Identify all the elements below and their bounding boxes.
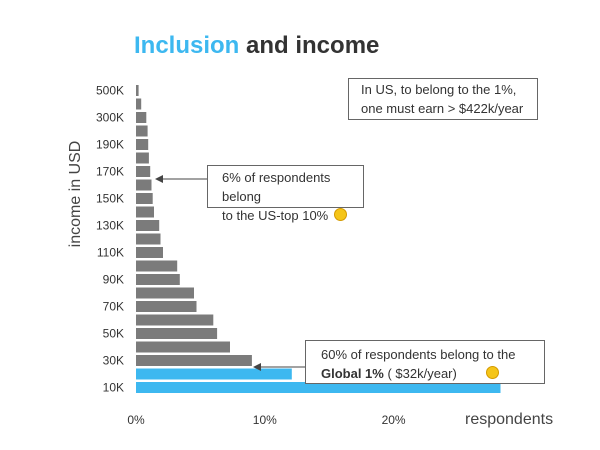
x-tick-0: 0% xyxy=(127,413,145,427)
y-tick-70k: 70K xyxy=(103,300,124,314)
y-tick-30k: 30K xyxy=(103,354,124,368)
x-tick-labels: 0% 10% 20% xyxy=(127,413,406,427)
y-tick-50k: 50K xyxy=(103,327,124,341)
grin-emoji-icon xyxy=(486,366,499,379)
bar-10k xyxy=(136,382,501,393)
bar-140k xyxy=(136,206,154,218)
bar-170k xyxy=(136,166,151,177)
bar-100k xyxy=(136,260,178,272)
annotation-us-top10: 6% of respondents belong to the US-top 1… xyxy=(207,165,364,223)
annotation-line: ( $32k/year) xyxy=(383,366,457,381)
bar-130k xyxy=(136,220,160,231)
bar-40k xyxy=(136,341,230,353)
annotation-line-wrap: to the US-top 10% xyxy=(222,206,363,225)
smile-emoji-icon xyxy=(334,208,348,221)
annotation-line: In US, to belong to the 1%, xyxy=(361,82,517,97)
x-tick-20: 20% xyxy=(382,413,406,427)
x-tick-10: 10% xyxy=(253,413,277,427)
bars-group xyxy=(136,85,501,393)
y-tick-170k: 170K xyxy=(96,165,124,179)
y-tick-190k: 190K xyxy=(96,138,124,152)
y-tick-10k: 10K xyxy=(103,381,124,395)
bar-30k xyxy=(136,355,252,366)
y-tick-90k: 90K xyxy=(103,273,124,287)
x-axis-label: respondents xyxy=(465,411,554,428)
annotation-line: 60% of respondents belong to the xyxy=(321,347,516,362)
chart-title: Inclusion and income xyxy=(134,32,379,60)
annotation-us-1-percent: In US, to belong to the 1%, one must ear… xyxy=(348,78,538,120)
y-tick-150k: 150K xyxy=(96,192,124,206)
annotation-line-wrap: Global 1% ( $32k/year) xyxy=(321,364,544,383)
bar-150k xyxy=(136,193,153,204)
bar-110k xyxy=(136,247,163,258)
bar-500k xyxy=(136,85,139,96)
bar-50k xyxy=(136,328,218,339)
bar-90k xyxy=(136,274,180,285)
y-tick-labels: 10K 30K 50K 70K 90K 110K 130K 150K 170K 190K 300K 5… xyxy=(96,84,124,395)
title-accent: Inclusion xyxy=(134,32,240,59)
y-tick-130k: 130K xyxy=(96,219,124,233)
bar-80k xyxy=(136,287,194,299)
annotation-bold-text: Global 1% xyxy=(321,366,384,381)
bar-20k xyxy=(136,368,292,380)
y-tick-110k: 110K xyxy=(97,246,124,260)
bar-300k xyxy=(136,112,147,123)
bar-180k xyxy=(136,152,149,164)
annotation-line: 6% of respondents belong xyxy=(222,170,331,204)
bar-200k xyxy=(136,125,148,137)
y-axis-label: income in USD xyxy=(67,140,84,248)
bar-60k xyxy=(136,314,214,326)
annotation-line: one must earn > $422k/year xyxy=(361,101,524,116)
title-rest: and income xyxy=(246,32,380,59)
y-tick-500k: 500K xyxy=(96,84,124,98)
bar-400k xyxy=(136,98,142,110)
bar-120k xyxy=(136,233,161,245)
bar-160k xyxy=(136,179,152,191)
bar-70k xyxy=(136,301,197,312)
bar-190k xyxy=(136,139,149,150)
annotation-global-1-percent: 60% of respondents belong to the Global … xyxy=(305,340,545,384)
y-tick-300k: 300K xyxy=(96,111,124,125)
annotation-line: to the US-top 10% xyxy=(222,208,329,223)
